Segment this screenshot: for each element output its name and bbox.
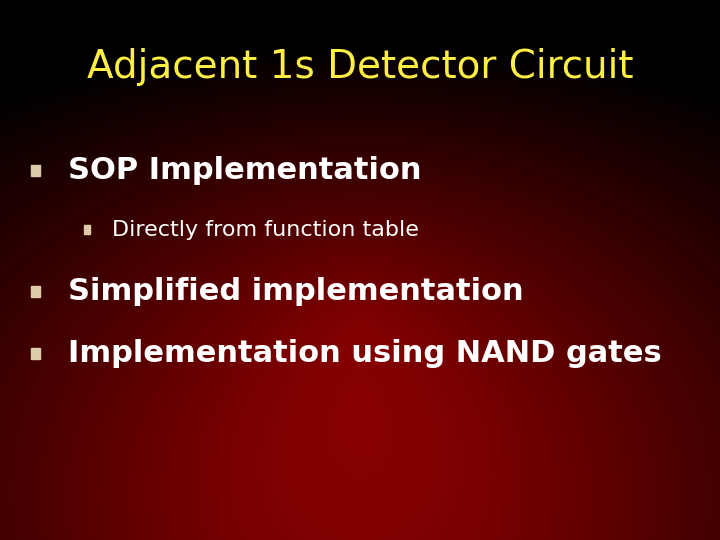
Bar xyxy=(31,165,40,176)
Text: Adjacent 1s Detector Circuit: Adjacent 1s Detector Circuit xyxy=(86,49,634,86)
Text: Implementation using NAND gates: Implementation using NAND gates xyxy=(68,339,662,368)
Bar xyxy=(31,286,40,297)
Text: Simplified implementation: Simplified implementation xyxy=(68,277,524,306)
Text: SOP Implementation: SOP Implementation xyxy=(68,156,422,185)
Text: Directly from function table: Directly from function table xyxy=(112,219,418,240)
Bar xyxy=(84,226,90,233)
Bar xyxy=(31,348,40,359)
